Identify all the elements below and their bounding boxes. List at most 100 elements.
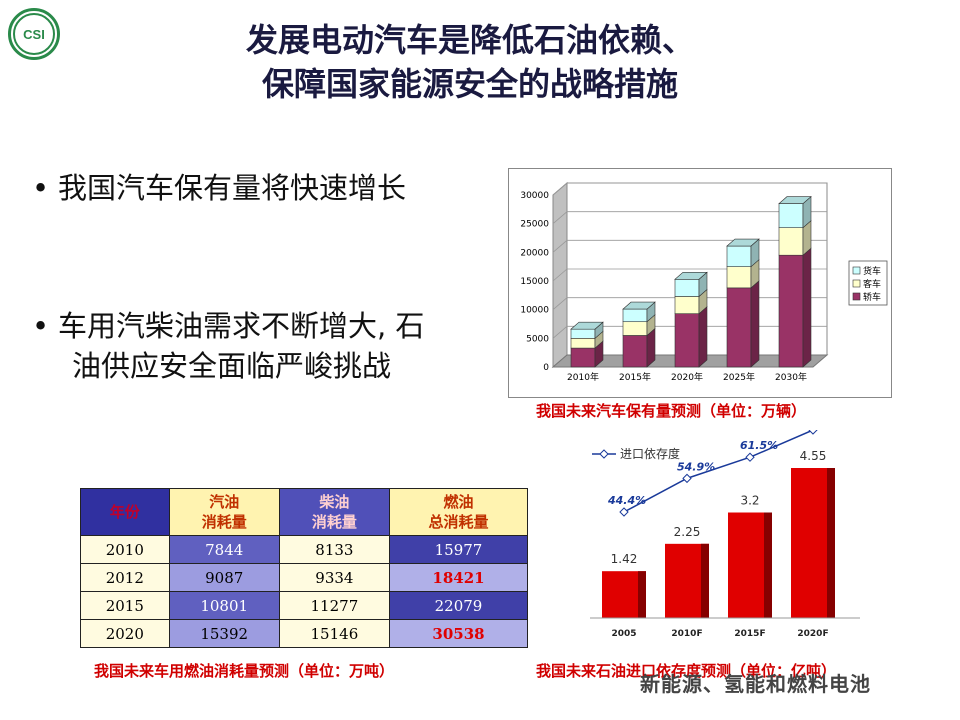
bullet-vehicle-growth: • 我国汽车保有量将快速增长: [32, 168, 406, 208]
bar-value-label: 2.25: [674, 525, 701, 539]
bar-segment-轿车: [674, 313, 700, 368]
y-tick-label: 20000: [520, 248, 549, 258]
legend-label: 货车: [863, 265, 881, 277]
bar-segment-客车: [570, 338, 596, 349]
dependency-label: 44.4%: [607, 494, 646, 507]
y-tick-label: 25000: [520, 220, 549, 230]
dependency-label: 61.5%: [740, 439, 778, 452]
cell-total: 15977: [388, 535, 529, 564]
table-row: 2010 7844 8133 15977: [80, 535, 529, 564]
bullet-1-text: 我国汽车保有量将快速增长: [58, 171, 407, 205]
bar-segment-货车: [570, 328, 596, 339]
bullet-2-text-line-2: 油供应安全面临严峻挑战: [72, 349, 392, 383]
oil-import-chart: 1.42 2005 2.25 2010F 3.2 2015F 4.55 2020F 44.4% 5…: [580, 412, 870, 656]
bullet-dot: •: [32, 171, 50, 205]
bullet-oil-demand: • 车用汽柴油需求不断增大, 石 油供应安全面临严峻挑战: [32, 306, 502, 386]
bar-value-label: 3.2: [740, 494, 759, 508]
gridline: [552, 182, 827, 196]
vehicle-forecast-chart-svg: 0 5000 10000 15000 20000 25000 30000 2010年 2015年…: [520, 181, 888, 383]
x-tick-label: 2020F: [797, 629, 828, 639]
legend-label: 客车: [863, 278, 881, 290]
org-logo: CSI: [8, 8, 60, 60]
x-tick-label: 2010F: [671, 629, 702, 639]
header-total: 燃油 总消耗量: [388, 488, 529, 536]
bar-segment-side: [802, 247, 812, 368]
bar-segment-轿车: [570, 347, 596, 368]
bar-top: [622, 301, 656, 310]
bar-segment-轿车: [622, 335, 648, 368]
cell-gasoline: 15392: [168, 619, 280, 648]
cell-year: 2020: [80, 619, 170, 648]
bar-segment-side: [750, 280, 760, 368]
bar-segment-客车: [778, 227, 804, 256]
legend-label: 轿车: [863, 291, 881, 303]
legend-swatch: [852, 279, 861, 288]
cell-gasoline: 7844: [168, 535, 280, 564]
bar-segment-轿车: [726, 287, 752, 368]
cell-year: 2012: [80, 563, 170, 592]
y-tick-label: 15000: [520, 277, 549, 287]
bar-segment-轿车: [778, 254, 804, 368]
x-tick-label: 2010年: [567, 371, 599, 383]
dependency-line: [623, 429, 814, 513]
table-row: 2020 15392 15146 30538: [80, 619, 529, 648]
gridline: [552, 211, 827, 224]
bar-top: [674, 271, 708, 280]
bullet-dot: •: [32, 309, 50, 343]
dependency-marker: [682, 473, 692, 484]
dependency-marker: [745, 452, 755, 462]
x-tick-label: 2015F: [734, 629, 765, 639]
bar-segment-货车: [622, 308, 648, 323]
slide-title: 发展电动汽车是降低石油依赖、 保障国家能源安全的战略措施: [160, 18, 780, 106]
cell-gasoline: 9087: [168, 563, 280, 592]
legend-swatch: [852, 266, 861, 275]
table-header-row: 年份 汽油 消耗量 柴油 消耗量 燃油 总消耗量: [80, 488, 529, 536]
x-tick-label: 2015年: [619, 371, 651, 383]
x-tick-label: 2030年: [775, 371, 807, 383]
title-line-2: 保障国家能源安全的战略措施: [261, 65, 678, 103]
bar-segment-货车: [674, 278, 700, 297]
y-tick-label: 10000: [520, 306, 549, 316]
fuel-consumption-table: 年份 汽油 消耗量 柴油 消耗量 燃油 总消耗量 2010 7844 8133 …: [80, 488, 529, 648]
header-diesel: 柴油 消耗量: [278, 488, 390, 536]
bar-shade: [638, 571, 646, 618]
dependency-label: 54.9%: [677, 460, 715, 473]
header-gasoline: 汽油 消耗量: [168, 488, 280, 536]
vehicle-forecast-caption: 我国未来汽车保有量预测（单位：万辆）: [536, 402, 807, 420]
x-tick-label: 2005: [611, 629, 636, 639]
bar-top: [778, 196, 812, 204]
legend-swatch: [852, 292, 861, 301]
dependency-marker: [619, 507, 629, 517]
cell-total: 22079: [388, 591, 529, 620]
bar-shade: [827, 468, 835, 618]
y-tick-label: 0: [543, 363, 549, 373]
legend-label: 进口依存度: [620, 446, 680, 461]
bar-segment-side: [698, 306, 708, 368]
wechat-watermark: 新能源、氢能和燃料电池: [640, 672, 871, 696]
bar-shade: [701, 543, 709, 618]
cell-gasoline: 10801: [168, 591, 280, 620]
oil-import-caption: 我国未来石油进口依存度预测（单位：亿吨）: [536, 662, 837, 680]
cell-diesel: 8133: [278, 535, 390, 564]
cell-year: 2015: [80, 591, 170, 620]
logo-text: CSI: [23, 27, 45, 42]
bar-segment-客车: [674, 296, 700, 314]
cell-total: 30538: [388, 619, 529, 648]
bar-segment-客车: [622, 321, 648, 336]
x-tick-label: 2020年: [671, 371, 703, 383]
y-tick-label: 30000: [520, 191, 549, 201]
cell-total: 18421: [388, 563, 529, 592]
table-row: 2015 10801 11277 22079: [80, 591, 529, 620]
legend-marker: [599, 449, 609, 459]
cell-year: 2010: [80, 535, 170, 564]
table-row: 2012 9087 9334 18421: [80, 563, 529, 592]
bar-segment-货车: [778, 203, 804, 228]
cell-diesel: 15146: [278, 619, 390, 648]
fuel-forecast-caption: 我国未来车用燃油消耗量预测（单位：万吨）: [94, 662, 395, 680]
logo-emblem-icon: CSI: [13, 13, 55, 55]
bar-segment-货车: [726, 245, 752, 267]
cell-diesel: 11277: [278, 591, 390, 620]
bar-top: [726, 238, 760, 247]
cell-diesel: 9334: [278, 563, 390, 592]
title-line-1: 发展电动汽车是降低石油依赖、: [245, 21, 694, 59]
